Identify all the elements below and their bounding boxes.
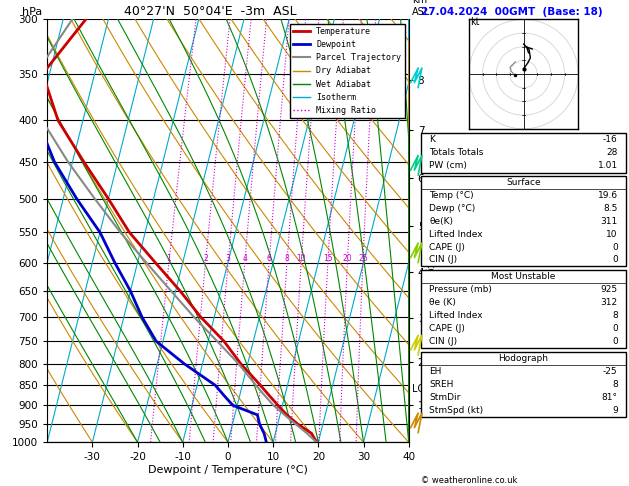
Text: 1.01: 1.01: [598, 161, 618, 171]
Text: 925: 925: [601, 285, 618, 294]
Text: 4: 4: [242, 254, 247, 263]
Text: hPa: hPa: [22, 7, 42, 17]
Text: 6: 6: [267, 254, 272, 263]
Text: 0: 0: [612, 256, 618, 264]
Text: Pressure (mb): Pressure (mb): [430, 285, 493, 294]
Text: -16: -16: [603, 135, 618, 144]
Text: Surface: Surface: [506, 178, 541, 187]
Y-axis label: Mixing Ratio (g/kg): Mixing Ratio (g/kg): [425, 185, 435, 277]
Text: StmDir: StmDir: [430, 393, 461, 402]
Text: 0: 0: [612, 243, 618, 252]
Text: Totals Totals: Totals Totals: [430, 148, 484, 157]
Text: θe (K): θe (K): [430, 298, 457, 307]
Text: CIN (J): CIN (J): [430, 337, 458, 346]
Text: θe(K): θe(K): [430, 217, 454, 226]
Text: 8.5: 8.5: [603, 204, 618, 213]
Text: Lifted Index: Lifted Index: [430, 311, 483, 320]
Text: K: K: [430, 135, 435, 144]
Text: 20: 20: [343, 254, 352, 263]
Text: PW (cm): PW (cm): [430, 161, 467, 171]
X-axis label: Dewpoint / Temperature (°C): Dewpoint / Temperature (°C): [148, 465, 308, 475]
Text: LCL: LCL: [413, 384, 430, 394]
Text: 0: 0: [612, 337, 618, 346]
Text: 15: 15: [323, 254, 333, 263]
Text: 2: 2: [203, 254, 208, 263]
Text: SREH: SREH: [430, 380, 454, 389]
Text: 311: 311: [601, 217, 618, 226]
Text: CAPE (J): CAPE (J): [430, 324, 465, 333]
Text: Hodograph: Hodograph: [499, 354, 548, 363]
Text: 8: 8: [612, 380, 618, 389]
Text: 19.6: 19.6: [598, 191, 618, 200]
Text: 27.04.2024  00GMT  (Base: 18): 27.04.2024 00GMT (Base: 18): [421, 7, 603, 17]
Title: 40°27'N  50°04'E  -3m  ASL: 40°27'N 50°04'E -3m ASL: [123, 5, 296, 18]
Text: © weatheronline.co.uk: © weatheronline.co.uk: [421, 476, 518, 485]
Text: 3: 3: [226, 254, 231, 263]
Text: 9: 9: [612, 406, 618, 416]
Text: 8: 8: [612, 311, 618, 320]
Text: 312: 312: [601, 298, 618, 307]
Text: Temp (°C): Temp (°C): [430, 191, 474, 200]
Legend: Temperature, Dewpoint, Parcel Trajectory, Dry Adiabat, Wet Adiabat, Isotherm, Mi: Temperature, Dewpoint, Parcel Trajectory…: [289, 24, 404, 118]
Text: 10: 10: [606, 230, 618, 239]
Text: CAPE (J): CAPE (J): [430, 243, 465, 252]
Text: Lifted Index: Lifted Index: [430, 230, 483, 239]
Text: -25: -25: [603, 367, 618, 376]
Text: Dewp (°C): Dewp (°C): [430, 204, 476, 213]
Text: kt: kt: [470, 17, 480, 27]
Text: 8: 8: [284, 254, 289, 263]
Text: 0: 0: [612, 324, 618, 333]
Text: km
ASL: km ASL: [412, 0, 430, 17]
Text: Most Unstable: Most Unstable: [491, 272, 556, 281]
Text: StmSpd (kt): StmSpd (kt): [430, 406, 484, 416]
Text: 25: 25: [358, 254, 368, 263]
Text: 81°: 81°: [602, 393, 618, 402]
Text: EH: EH: [430, 367, 442, 376]
Text: 10: 10: [296, 254, 306, 263]
Text: 1: 1: [167, 254, 171, 263]
Text: 28: 28: [606, 148, 618, 157]
Text: CIN (J): CIN (J): [430, 256, 458, 264]
